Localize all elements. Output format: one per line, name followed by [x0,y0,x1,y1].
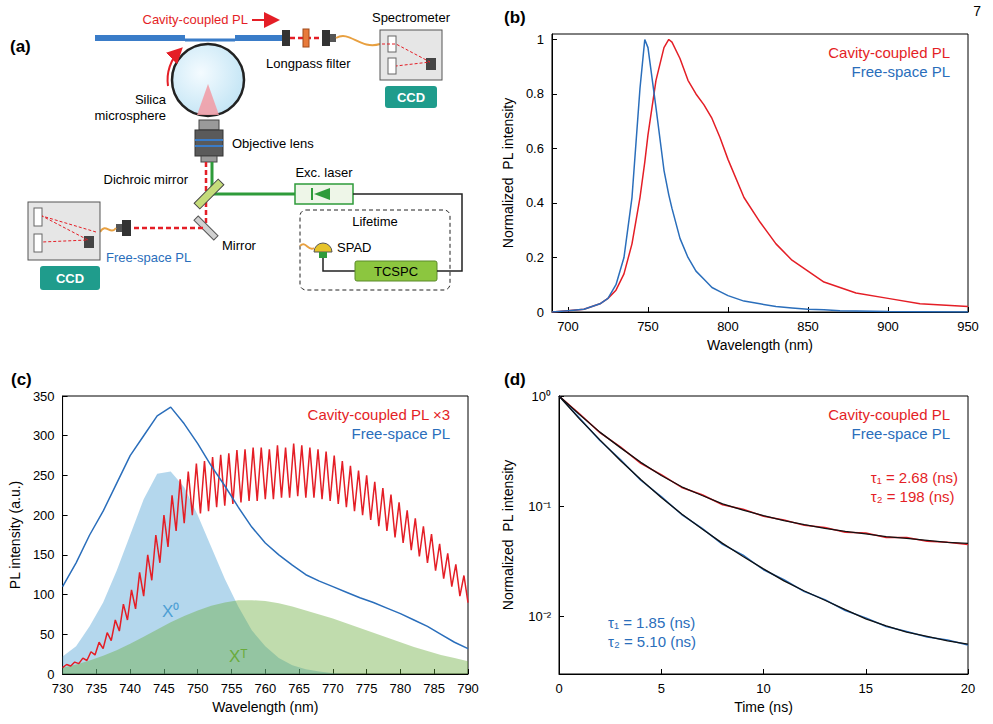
svg-text:Mirror: Mirror [222,238,257,253]
svg-text:Exc. laser: Exc. laser [295,165,353,180]
svg-text:Cavity-coupled PL: Cavity-coupled PL [828,406,950,423]
svg-text:Cavity-coupled PL ×3: Cavity-coupled PL ×3 [308,406,450,423]
svg-text:785: 785 [423,681,445,696]
svg-text:Objective lens: Objective lens [232,136,314,151]
svg-text:150: 150 [33,547,55,562]
svg-text:0.6: 0.6 [526,141,544,156]
svg-text:780: 780 [390,681,412,696]
svg-text:850: 850 [797,319,819,334]
svg-text:Cavity-coupled PL: Cavity-coupled PL [828,44,950,61]
svg-text:745: 745 [153,681,175,696]
svg-text:Lifetime: Lifetime [352,214,398,229]
svg-text:775: 775 [356,681,378,696]
svg-text:τ₁ = 2.68 (ns): τ₁ = 2.68 (ns) [871,469,958,486]
svg-text:765: 765 [288,681,310,696]
svg-text:755: 755 [221,681,243,696]
svg-text:SPAD: SPAD [337,240,371,255]
svg-text:20: 20 [961,681,975,696]
svg-text:Normalized PL intensity: Normalized PL intensity [500,460,516,610]
svg-text:800: 800 [717,319,739,334]
svg-text:Time (ns): Time (ns) [734,699,793,715]
svg-text:790: 790 [457,681,479,696]
svg-text:250: 250 [33,468,55,483]
svg-text:760: 760 [254,681,276,696]
svg-text:Wavelength (nm): Wavelength (nm) [212,699,318,715]
svg-text:Spectrometer: Spectrometer [372,10,451,25]
svg-text:Free-space PL: Free-space PL [852,63,950,80]
svg-text:730: 730 [52,681,74,696]
svg-text:CCD: CCD [397,90,425,105]
svg-text:0.4: 0.4 [526,195,544,210]
svg-text:TCSPC: TCSPC [374,264,418,279]
svg-text:770: 770 [322,681,344,696]
svg-text:τ₂ = 5.10 (ns): τ₂ = 5.10 (ns) [608,633,696,650]
svg-text:200: 200 [33,508,55,523]
svg-text:Dichroic mirror: Dichroic mirror [104,172,189,187]
svg-text:350: 350 [33,389,55,404]
svg-text:X⁰: X⁰ [162,602,179,621]
svg-text:750: 750 [637,319,659,334]
svg-text:735: 735 [86,681,108,696]
svg-text:τ₁ = 1.85 (ns): τ₁ = 1.85 (ns) [608,614,695,631]
svg-text:Free-space PL: Free-space PL [852,425,950,442]
svg-text:740: 740 [119,681,141,696]
svg-text:Free-space PL: Free-space PL [352,425,450,442]
svg-text:1: 1 [537,32,544,47]
svg-text:0: 0 [555,681,562,696]
svg-text:100: 100 [33,587,55,602]
svg-text:Free-space PL: Free-space PL [106,250,191,265]
html-text:7: 7 [973,3,981,19]
svg-text:Silica: Silica [135,92,167,107]
svg-text:PL intensity (a.u.): PL intensity (a.u.) [7,481,23,589]
svg-text:10⁻²: 10⁻² [528,609,551,624]
svg-text:300: 300 [33,428,55,443]
svg-text:5: 5 [658,681,665,696]
svg-text:Cavity-coupled PL: Cavity-coupled PL [143,12,249,27]
svg-text:10⁻¹: 10⁻¹ [528,499,551,514]
svg-text:(b): (b) [504,8,526,27]
svg-text:950: 950 [957,319,979,334]
svg-text:Xᵀ: Xᵀ [229,647,248,666]
svg-text:microsphere: microsphere [94,108,166,123]
svg-text:10⁰: 10⁰ [532,389,551,404]
svg-text:Longpass filter: Longpass filter [266,56,351,71]
svg-text:700: 700 [557,319,579,334]
svg-text:0.2: 0.2 [526,250,544,265]
svg-text:0.8: 0.8 [526,86,544,101]
svg-text:900: 900 [877,319,899,334]
svg-text:750: 750 [187,681,209,696]
svg-text:50: 50 [40,627,54,642]
svg-text:(c): (c) [11,370,32,389]
svg-text:(d): (d) [504,370,526,389]
svg-text:τ₂ = 198 (ns): τ₂ = 198 (ns) [871,488,955,505]
svg-text:CCD: CCD [56,271,84,286]
svg-text:(a): (a) [10,37,31,56]
svg-text:Wavelength (nm): Wavelength (nm) [707,337,813,353]
svg-text:0: 0 [47,667,54,682]
svg-text:0: 0 [537,305,544,320]
svg-text:Normalized PL intensity: Normalized PL intensity [500,98,516,248]
svg-text:15: 15 [859,681,873,696]
svg-text:10: 10 [756,681,770,696]
